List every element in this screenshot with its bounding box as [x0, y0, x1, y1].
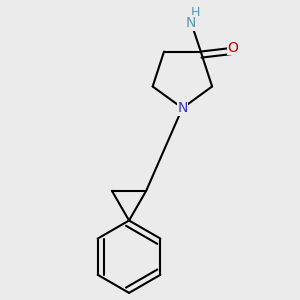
Text: N: N [177, 101, 188, 115]
Text: N: N [186, 16, 196, 30]
Text: H: H [191, 6, 200, 19]
Text: O: O [228, 41, 238, 55]
